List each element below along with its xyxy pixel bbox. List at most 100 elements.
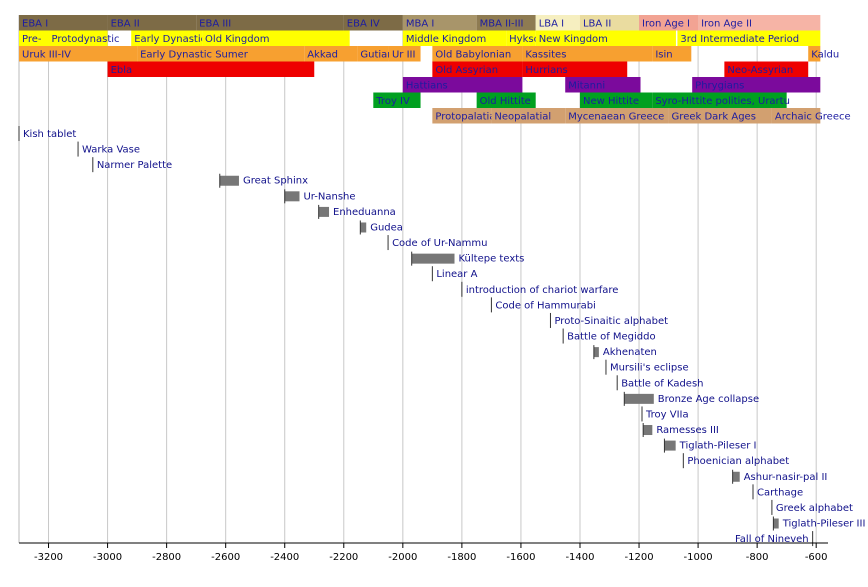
period-bar <box>107 15 197 31</box>
period-bar <box>196 15 344 31</box>
period-bar <box>771 108 821 124</box>
event-bar <box>219 175 239 186</box>
period-bar <box>535 15 580 31</box>
event-label: Proto-Sinaitic alphabet <box>554 316 668 327</box>
period-label: Uruk III-IV <box>22 49 71 60</box>
period-bar <box>402 15 477 31</box>
period-label: EBA III <box>199 18 231 29</box>
period-label: Old Hittite <box>480 96 531 107</box>
period-bar <box>808 46 821 62</box>
period-bar <box>724 61 809 77</box>
event-label: Battle of Kadesh <box>621 378 703 389</box>
period-label: Old Assyrian <box>435 65 498 76</box>
period-bar <box>535 30 676 46</box>
event-label: Carthage <box>757 487 803 498</box>
x-tick-label: -1200 <box>625 552 654 563</box>
period-label: Ebla <box>111 65 133 76</box>
event-label: Fall of Nineveh <box>735 534 809 545</box>
x-tick-label: -800 <box>746 552 769 563</box>
period-bar <box>565 77 641 93</box>
period-label: Troy IV <box>375 96 410 107</box>
period-label: Mitanni <box>568 80 605 91</box>
period-bar <box>402 30 507 46</box>
event-label: Warka Vase <box>82 145 140 156</box>
period-bar <box>432 61 523 77</box>
period-label: Ur III <box>392 49 415 60</box>
event-bar <box>284 191 300 202</box>
period-bar <box>19 15 108 31</box>
period-bar <box>668 108 772 124</box>
period-label: Iron Age II <box>701 18 752 29</box>
period-bar <box>579 15 640 31</box>
x-tick-label: -1000 <box>684 552 713 563</box>
event-label: Battle of Megiddo <box>567 332 655 343</box>
x-tick-label: -1600 <box>506 552 535 563</box>
event-label: Akhenaten <box>603 347 657 358</box>
event-label: Phoenician alphabet <box>687 456 789 467</box>
period-label: 3rd Intermediate Period <box>680 34 799 45</box>
period-bar <box>357 46 389 62</box>
period-label: Pre- <box>22 34 42 45</box>
period-bar <box>506 30 536 46</box>
period-bar <box>476 92 536 108</box>
period-bar <box>491 108 566 124</box>
event-label: Troy VIIa <box>645 409 689 420</box>
event-label: Gudea <box>370 222 403 233</box>
period-label: Early Dynastic Sumer <box>140 49 249 60</box>
period-label: Isin <box>655 49 672 60</box>
x-tick-label: -2000 <box>388 552 417 563</box>
period-label: MBA I <box>406 18 434 29</box>
event-bar <box>624 393 654 404</box>
period-label: Mycenaean Greece <box>568 111 664 122</box>
x-tick-label: -2600 <box>211 552 240 563</box>
event-label: Kish tablet <box>23 129 76 140</box>
period-label: Kassites <box>525 49 566 60</box>
event-label: Ramesses III <box>656 425 719 436</box>
event-label: Tiglath-Pileser I <box>679 441 757 452</box>
event-label: Bronze Age collapse <box>658 394 759 405</box>
period-bar <box>677 30 821 46</box>
period-bar <box>202 30 350 46</box>
period-bar <box>131 30 203 46</box>
period-label: Phrygians <box>695 80 744 91</box>
period-bar <box>304 46 358 62</box>
event-bar <box>732 471 740 482</box>
x-tick-label: -2800 <box>152 552 181 563</box>
event-label: Enheduanna <box>333 207 396 218</box>
event-label: Linear A <box>436 269 477 280</box>
period-bar <box>652 92 787 108</box>
event-bar <box>318 206 330 217</box>
period-bar <box>402 77 523 93</box>
period-label: Hyksos <box>509 34 545 45</box>
period-label: EBA II <box>111 18 140 29</box>
period-label: Protodynastic <box>52 34 120 45</box>
period-label: Neo-Assyrian <box>727 65 793 76</box>
event-label: Code of Hammurabi <box>495 300 595 311</box>
period-bar <box>698 15 821 31</box>
period-label: Middle Kingdom <box>406 34 486 45</box>
period-label: Old Babylonian <box>435 49 511 60</box>
period-bar <box>639 15 699 31</box>
period-bar <box>137 46 305 62</box>
period-bar <box>476 15 536 31</box>
event-bar <box>411 253 455 264</box>
period-label: Kaldu <box>811 49 839 60</box>
event-bar <box>773 518 779 529</box>
x-tick-label: -2400 <box>270 552 299 563</box>
period-label: New Hittite <box>583 96 639 107</box>
period-label: MBA II-III <box>480 18 524 29</box>
event-bar <box>360 222 367 233</box>
period-bar <box>19 46 138 62</box>
period-bar <box>432 46 523 62</box>
period-bar <box>19 30 49 46</box>
event-label: Great Sphinx <box>243 176 308 187</box>
period-label: New Kingdom <box>539 34 608 45</box>
event-label: Narmer Palette <box>97 160 172 171</box>
period-bar <box>343 15 403 31</box>
period-label: Neopalatial <box>494 111 551 122</box>
x-tick-label: -600 <box>805 552 828 563</box>
period-bar <box>48 30 108 46</box>
period-bar <box>522 46 653 62</box>
event-label: Tiglath-Pileser III <box>782 519 866 530</box>
